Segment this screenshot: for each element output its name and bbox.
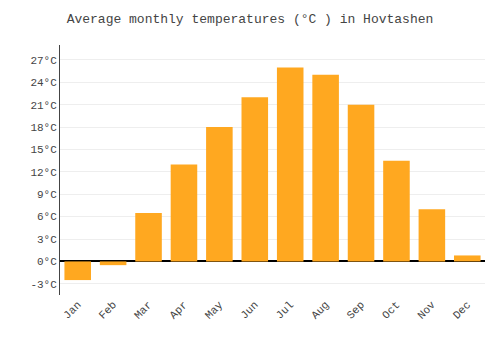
svg-text:24°C: 24°C: [30, 77, 57, 89]
svg-text:Apr: Apr: [167, 299, 189, 321]
svg-text:May: May: [203, 299, 226, 322]
svg-text:Nov: Nov: [415, 299, 438, 322]
svg-text:18°C: 18°C: [30, 122, 57, 134]
svg-text:Jun: Jun: [238, 299, 260, 321]
svg-text:9°C: 9°C: [37, 189, 57, 201]
svg-text:Dec: Dec: [451, 299, 473, 321]
svg-text:Jan: Jan: [61, 299, 83, 321]
svg-text:Average monthly temperatures (: Average monthly temperatures (°C ) in Ho…: [67, 12, 434, 27]
svg-text:Jul: Jul: [274, 299, 296, 321]
svg-text:Feb: Feb: [97, 299, 119, 321]
svg-text:6°C: 6°C: [37, 211, 57, 223]
svg-text:Aug: Aug: [309, 299, 331, 321]
svg-text:0°C: 0°C: [37, 256, 57, 268]
svg-text:12°C: 12°C: [30, 167, 57, 179]
svg-text:-3°C: -3°C: [30, 279, 57, 291]
svg-text:Sep: Sep: [345, 299, 367, 321]
svg-text:27°C: 27°C: [30, 55, 57, 67]
svg-text:Mar: Mar: [132, 299, 154, 321]
svg-text:21°C: 21°C: [30, 100, 57, 112]
svg-text:3°C: 3°C: [37, 234, 57, 246]
svg-text:Oct: Oct: [380, 299, 402, 321]
svg-text:15°C: 15°C: [30, 144, 57, 156]
